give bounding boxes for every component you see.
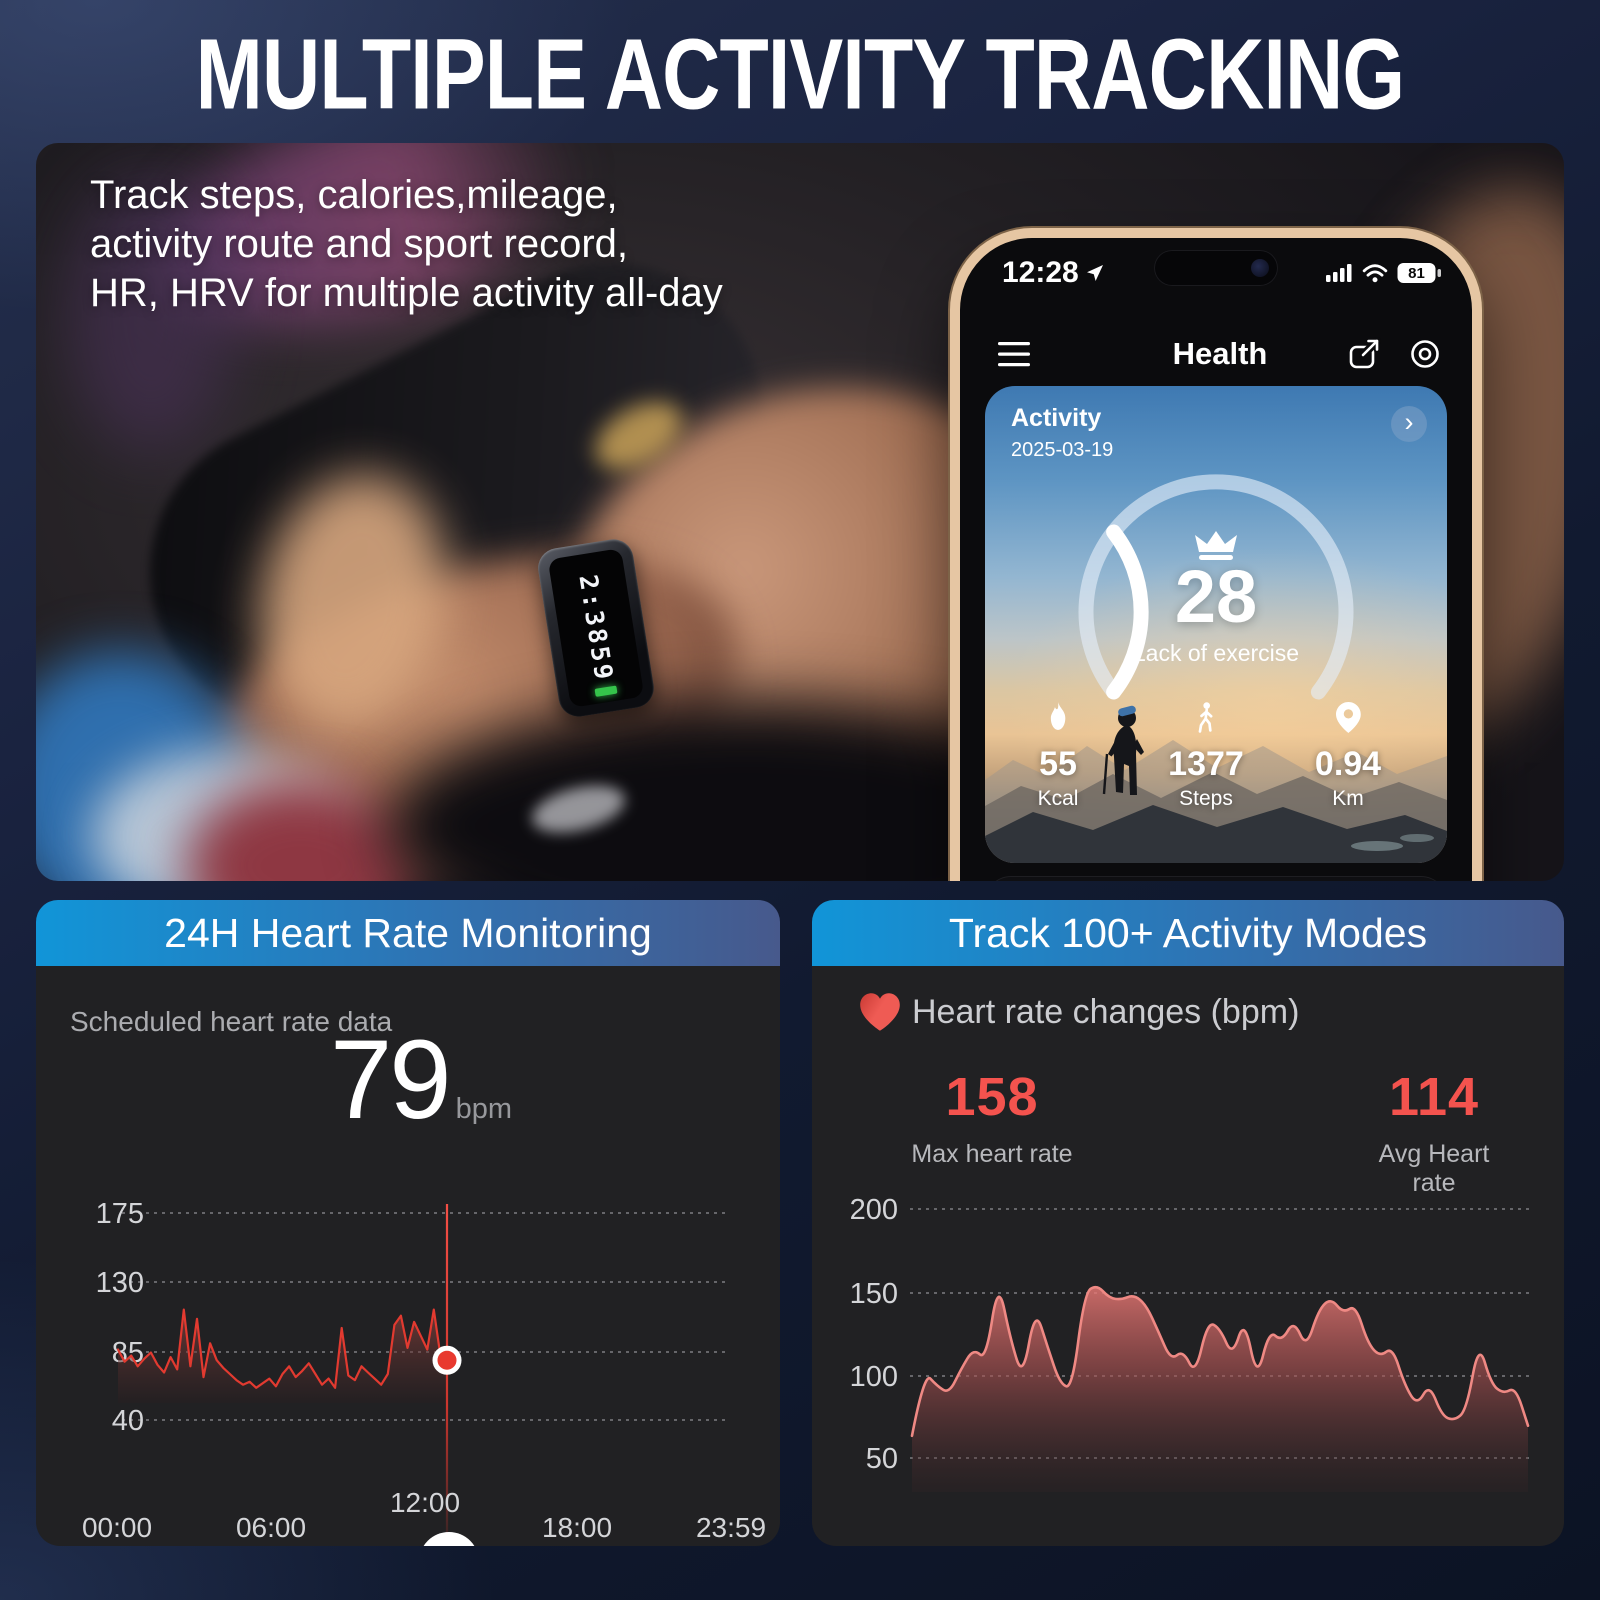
series-area-fill	[118, 1309, 447, 1403]
hr-current-value: 79 bpm	[36, 1024, 780, 1136]
max-hr-label: Max heart rate	[911, 1140, 1073, 1168]
stat-calories: 55 Kcal	[1037, 702, 1079, 811]
stat-distance: 0.94 Km	[1315, 702, 1381, 811]
hr-bpm-value: 79	[330, 1017, 452, 1142]
x-axis-tick: 18:00	[542, 1512, 612, 1543]
activity-score: 28	[1174, 555, 1258, 638]
hr-bpm-unit: bpm	[455, 1093, 512, 1125]
hero-caption: Track steps, calories,mileage, activity …	[90, 171, 723, 318]
share-icon[interactable]	[1346, 336, 1382, 372]
camera-dot	[1251, 259, 1269, 277]
y-axis-tick: 150	[850, 1278, 898, 1310]
location-arrow-icon	[1086, 265, 1103, 281]
flame-icon	[1050, 702, 1066, 730]
y-axis-tick: 50	[866, 1443, 898, 1475]
crown-icon	[1195, 531, 1237, 560]
cursor-data-marker[interactable]	[432, 1345, 462, 1375]
location-pin-icon	[1335, 702, 1361, 733]
max-heart-rate: 158 Max heart rate	[911, 1066, 1072, 1169]
stat-value: 0.94	[1314, 745, 1382, 783]
y-axis-tick: 40	[112, 1405, 144, 1437]
heart-rate-panel-body: Scheduled heart rate data 79 bpm 175 130 8…	[36, 966, 780, 1546]
x-axis-tick: 00:00	[82, 1512, 152, 1543]
next-card-peek	[985, 876, 1447, 881]
chevron-right-button[interactable]: ›	[1391, 406, 1427, 442]
page-title: MULTIPLE ACTIVITY TRACKING	[195, 18, 1405, 131]
y-axis-tick: 100	[850, 1361, 898, 1393]
modes-chart: 200 150 100 50	[850, 1194, 1530, 1492]
panel-header-label: 24H Heart Rate Monitoring	[164, 909, 652, 956]
record-target-icon[interactable]	[1408, 337, 1442, 371]
wifi-icon	[1362, 264, 1388, 283]
avg-hr-value: 114	[1388, 1067, 1480, 1127]
phone-mockup: 12:28 81	[950, 228, 1482, 881]
stat-value: 1377	[1168, 745, 1244, 783]
signal-icon	[1326, 264, 1352, 282]
activity-modes-panel-header: Track 100+ Activity Modes	[812, 900, 1564, 966]
activity-gauge	[1078, 474, 1354, 700]
stat-label: Kcal	[1037, 787, 1079, 810]
dynamic-island	[1154, 250, 1278, 286]
menu-icon[interactable]	[998, 341, 1032, 367]
stat-steps: 1377 Steps	[1168, 702, 1244, 811]
lifestyle-photo: Track steps, calories,mileage, activity …	[36, 143, 1564, 881]
y-axis-tick: 175	[96, 1198, 144, 1230]
ring-led-display: 2:3859	[547, 548, 645, 708]
app-bar: Health	[998, 328, 1442, 380]
caption-line: Track steps, calories,mileage,	[90, 173, 618, 217]
activity-score-label: Lack of exercise	[1132, 640, 1300, 666]
series-line	[910, 1285, 1530, 1438]
caption-line: HR, HRV for multiple activity all-day	[90, 271, 723, 315]
activity-modes-panel-body: Heart rate changes (bpm) 158 Max heart r…	[812, 966, 1564, 1546]
app-title: Health	[1172, 336, 1268, 371]
hr-changes-legend: Heart rate changes (bpm)	[858, 992, 1299, 1032]
max-hr-value: 158	[945, 1067, 1039, 1127]
stat-label: Steps	[1179, 787, 1233, 810]
heart-rate-panel-header: 24H Heart Rate Monitoring	[36, 900, 780, 966]
photo-blur-shape	[66, 173, 236, 453]
heart-icon	[860, 993, 900, 1031]
x-axis-tick: 06:00	[236, 1512, 306, 1543]
chevron-right-icon: ›	[1404, 407, 1414, 437]
hiker-silhouette	[1102, 705, 1144, 795]
time-slider-handle[interactable]	[419, 1532, 479, 1546]
series-area-fill	[912, 1287, 1528, 1492]
avg-hr-label: Avg Heart rate	[1378, 1140, 1490, 1197]
battery-percent: 81	[1408, 265, 1425, 282]
stat-label: Km	[1332, 787, 1364, 810]
battery-icon: 81	[1397, 263, 1441, 283]
hr-subtitle: Scheduled heart rate data	[70, 1006, 393, 1037]
heart-rate-panel: 24H Heart Rate Monitoring Scheduled hear…	[36, 900, 780, 1546]
legend-label: Heart rate changes (bpm)	[912, 992, 1300, 1031]
walker-icon	[1198, 702, 1213, 733]
avg-heart-rate: 114 Avg Heart rate	[1369, 1066, 1499, 1198]
series-line	[116, 1308, 449, 1389]
activity-card-date: 2025-03-19	[1011, 439, 1114, 461]
activity-card-title: Activity	[1011, 404, 1102, 432]
x-axis-tick: 23:59	[696, 1512, 766, 1543]
ring-battery-indicator	[594, 685, 618, 697]
activity-modes-panel: Track 100+ Activity Modes Heart rate cha…	[812, 900, 1564, 1546]
panel-header-label: Track 100+ Activity Modes	[948, 909, 1428, 956]
stat-value: 55	[1039, 745, 1077, 783]
mountains-illustration	[985, 705, 1447, 863]
caption-line: activity route and sport record,	[90, 222, 629, 266]
status-time: 12:28	[1002, 256, 1079, 289]
status-bar: 12:28 81	[1002, 256, 1442, 290]
y-axis-tick: 130	[96, 1267, 144, 1299]
x-axis-tick: 12:00	[390, 1487, 460, 1518]
y-axis-tick: 200	[850, 1194, 898, 1226]
activity-card: Activity 2025-03-19 › 28 Lack of exercis…	[985, 386, 1447, 863]
ring-display-digits: 2:3859	[573, 572, 619, 684]
